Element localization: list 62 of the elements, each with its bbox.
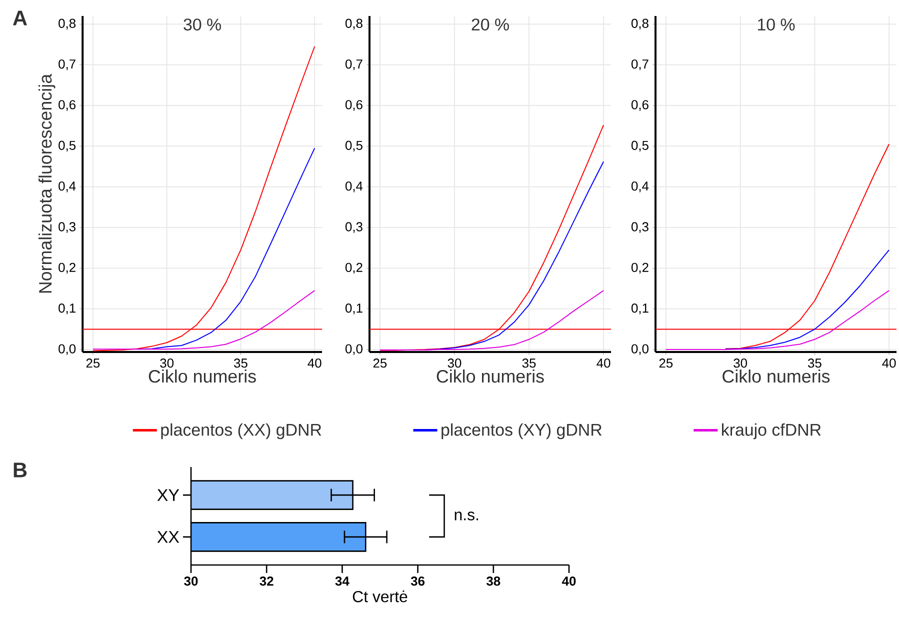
- x-tick-label: 35: [522, 358, 536, 368]
- chart-title: 30 %: [184, 18, 221, 31]
- x-tick-label: 35: [234, 358, 248, 368]
- legend-label: placentos (XX) gDNR: [161, 423, 322, 440]
- y-tick-label: 0,1: [631, 304, 648, 314]
- x-tick-label: 30: [184, 576, 198, 586]
- x-axis-title: Ciklo numeris: [722, 370, 830, 383]
- y-tick-label: 0,6: [631, 100, 648, 111]
- x-tick-label: 25: [86, 358, 100, 368]
- x-tick-label: 35: [808, 358, 822, 368]
- x-axis-title: Ciklo numeris: [148, 370, 256, 383]
- y-tick-label: XY: [157, 489, 180, 501]
- x-tick-label: 38: [486, 576, 500, 586]
- x-tick-label: 36: [410, 576, 425, 586]
- y-tick-label: 0,2: [345, 262, 362, 274]
- text: A: [12, 10, 28, 26]
- x-tick-label: 30: [734, 358, 748, 368]
- x-axis-title: Ciklo numeris: [436, 370, 544, 383]
- y-tick-label: 0,3: [58, 222, 76, 233]
- x-tick-label: 40: [596, 358, 610, 368]
- y-tick-label: 0,7: [631, 59, 648, 70]
- y-tick-label: 0,7: [58, 59, 76, 70]
- y-tick-label: 0,8: [58, 18, 76, 30]
- y-tick-label: 0,6: [345, 100, 362, 111]
- y-tick-label: 0,5: [631, 140, 648, 152]
- y-tick-label: 0,3: [345, 222, 362, 233]
- y-tick-label: 0,3: [631, 222, 648, 233]
- text: B: [14, 462, 27, 478]
- y-tick-label: 0,5: [58, 140, 76, 152]
- y-tick-label: XX: [157, 531, 180, 543]
- x-tick-label: 34: [335, 576, 350, 586]
- legend-label: kraujo cfDNR: [722, 423, 821, 440]
- x-tick-label: 25: [659, 358, 673, 368]
- y-tick-label: 0,6: [58, 100, 76, 111]
- x-tick-label: 25: [373, 358, 387, 368]
- y-tick-label: 0,1: [345, 304, 362, 314]
- y-tick-label: 0,0: [58, 344, 76, 355]
- x-tick-label: 40: [882, 358, 896, 368]
- chart-title: 10 %: [758, 18, 795, 31]
- x-tick-label: 30: [448, 358, 462, 368]
- x-tick-label: 32: [260, 576, 274, 586]
- y-tick-label: 0,4: [58, 181, 76, 192]
- annotation: n.s.: [454, 512, 478, 520]
- y-tick-label: 0,0: [345, 344, 362, 355]
- y-tick-label: 0,8: [345, 18, 362, 30]
- x-axis-title: Ct vertė: [352, 590, 408, 602]
- y-tick-label: 0,8: [631, 18, 648, 30]
- y-tick-label: 0,0: [631, 344, 648, 355]
- chart-title: 20 %: [472, 18, 509, 31]
- y-tick-label: 0,1: [58, 304, 76, 314]
- legend-label: placentos (XY) gDNR: [442, 423, 602, 440]
- y-tick-label: 0,4: [345, 181, 363, 192]
- y-tick-label: 0,2: [631, 262, 648, 274]
- y-axis-title: Normalizuota fluorescencija: [38, 74, 56, 293]
- x-tick-label: 40: [308, 358, 322, 368]
- x-tick-label: 40: [562, 576, 576, 586]
- y-tick-label: 0,4: [631, 181, 649, 192]
- y-tick-label: 0,5: [345, 140, 362, 152]
- x-tick-label: 30: [160, 358, 174, 368]
- line-series: [724, 249, 890, 350]
- y-tick-label: 0,2: [58, 262, 76, 274]
- y-tick-label: 0,7: [345, 59, 362, 70]
